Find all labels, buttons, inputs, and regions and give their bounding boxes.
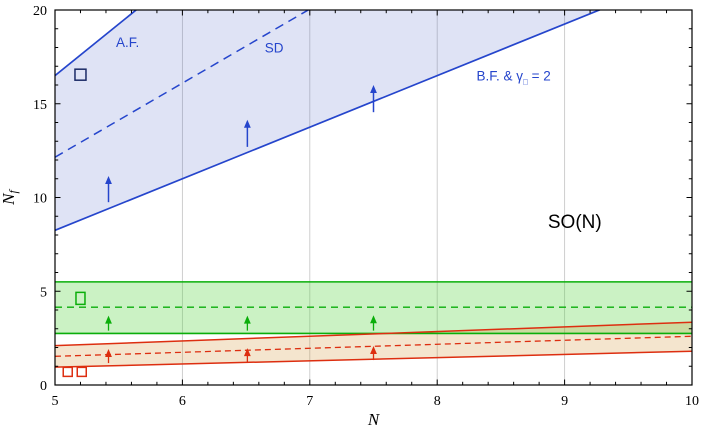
up-arrow	[105, 349, 112, 364]
series-spinor-dashed	[55, 335, 692, 357]
x-tick-label: 10	[685, 394, 699, 409]
y-axis-label: Nf	[0, 189, 20, 206]
y-tick-label: 15	[33, 98, 47, 113]
x-tick-label: 9	[561, 394, 568, 409]
lattice-point-adjoint	[75, 291, 86, 306]
y-tick-label: 0	[40, 379, 47, 394]
up-arrow	[243, 315, 251, 331]
up-arrow	[370, 315, 377, 331]
x-tick-label: 7	[306, 394, 313, 409]
x-tick-label: 5	[52, 394, 59, 409]
annotation-sd-label: SD	[265, 40, 284, 55]
arrow-head	[370, 315, 377, 324]
arrow-head	[370, 346, 377, 354]
axis-ticks	[54, 9, 693, 386]
trend-arrows	[105, 85, 377, 364]
arrow-head	[243, 315, 251, 324]
annotation-group-label: SO(N)	[548, 212, 602, 233]
lattice-point-spinor-1	[62, 366, 73, 378]
x-tick-label: 6	[179, 394, 186, 409]
up-arrow	[243, 119, 251, 147]
up-arrow	[243, 348, 251, 362]
up-arrow	[370, 85, 377, 113]
arrow-head	[105, 349, 112, 357]
arrow-head	[105, 175, 112, 184]
x-axis-label: N	[367, 410, 381, 429]
series-vector-sd-bound	[55, 10, 310, 158]
up-arrow	[105, 175, 112, 203]
up-arrow	[105, 315, 112, 331]
arrow-head	[370, 85, 377, 93]
series-spinor-upper	[55, 321, 692, 347]
lattice-point-spinor-2	[76, 366, 88, 378]
up-arrow	[370, 346, 377, 361]
y-tick-label: 10	[33, 192, 47, 207]
y-tick-label: 20	[33, 4, 47, 19]
vector-conformal-window	[55, 10, 600, 231]
arrow-head	[243, 348, 251, 357]
lattice-point-vector	[74, 68, 87, 81]
arrow-head	[105, 315, 112, 324]
y-tick-label: 5	[40, 285, 47, 300]
data-markers	[62, 68, 88, 378]
arrow-head	[243, 119, 251, 128]
plot-area-content	[55, 10, 692, 368]
gridlines	[181, 10, 566, 385]
annotations: A.F. SD B.F. & γ□ = 2 SO(N)	[116, 35, 602, 233]
x-tick-label: 8	[434, 394, 441, 409]
annotation-af-label: A.F.	[116, 35, 139, 50]
annotation-bf-gamma-label: B.F. & γ□ = 2	[476, 69, 550, 87]
